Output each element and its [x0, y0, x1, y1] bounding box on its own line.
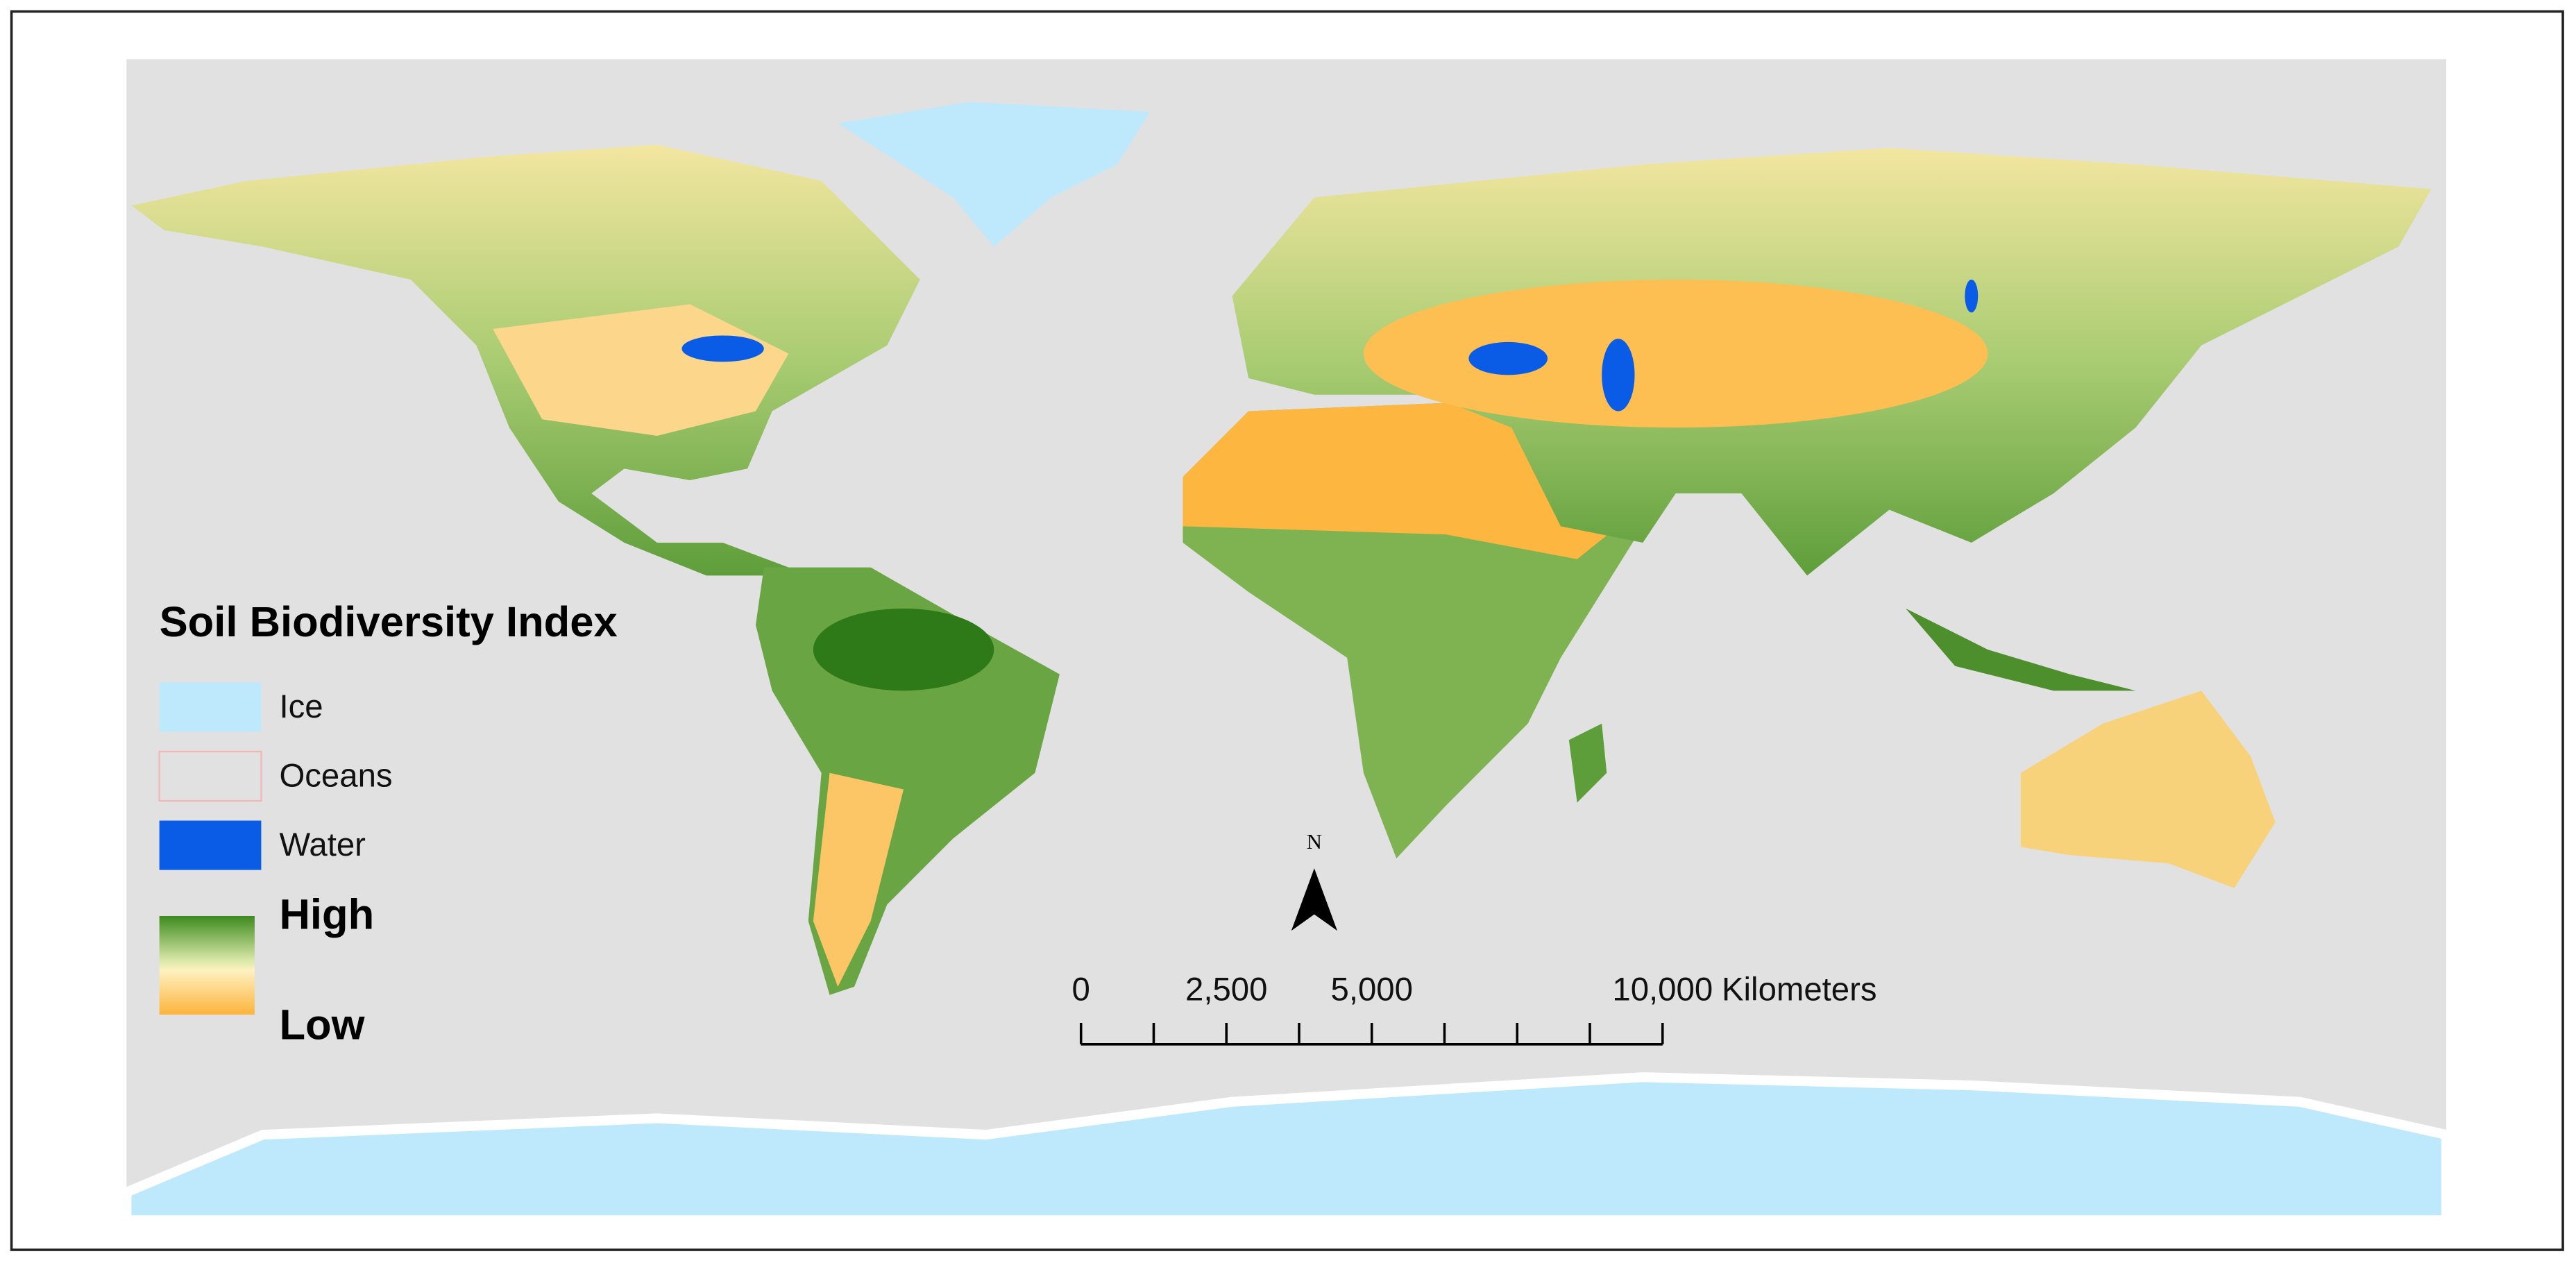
legend-high: High	[279, 891, 374, 939]
scale-label: 5,000	[1331, 971, 1413, 1008]
greenland	[838, 101, 1151, 247]
indonesia	[1906, 608, 2136, 691]
legend-swatch	[158, 750, 262, 802]
legend-items: Ice Oceans Water	[158, 682, 393, 870]
north-arrow	[1291, 868, 1338, 931]
legend-low: Low	[279, 1001, 365, 1049]
scale-label: 0	[1072, 971, 1090, 1008]
land	[131, 101, 2432, 995]
amazon	[813, 608, 994, 691]
scale-label: 2,500	[1185, 971, 1267, 1008]
legend-swatch	[159, 820, 262, 870]
scale-unit: Kilometers	[1722, 971, 1877, 1008]
legend-gradient	[159, 915, 255, 1015]
antarctica	[121, 1072, 2452, 1226]
central-asia	[1363, 279, 1988, 428]
andes	[813, 772, 904, 987]
black-sea	[1468, 341, 1548, 375]
caspian-sea	[1602, 339, 1635, 412]
australia	[2020, 690, 2276, 888]
legend-label: Water	[279, 827, 365, 863]
north-label: N	[1307, 830, 1322, 854]
baikal	[1965, 279, 1978, 313]
legend-title: Soil Biodiversity Index	[160, 598, 618, 646]
legend-swatch	[159, 682, 262, 732]
madagascar	[1568, 723, 1607, 803]
great-lakes	[681, 335, 764, 362]
legend-label: Ice	[279, 688, 323, 725]
legend-label: Oceans	[279, 757, 392, 794]
scale-label: 10,000	[1612, 971, 1713, 1008]
water-bodies	[681, 279, 1978, 412]
scale-bar: 0 2,500 5,000 10,000 Kilometers	[1072, 971, 1877, 1046]
